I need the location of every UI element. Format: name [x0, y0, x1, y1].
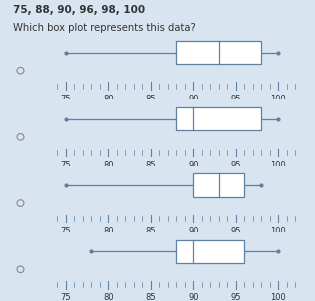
Text: 90: 90	[188, 95, 199, 104]
Text: 75: 75	[60, 95, 71, 104]
Bar	[176, 41, 261, 64]
Text: 100: 100	[271, 227, 286, 236]
Text: 85: 85	[146, 95, 156, 104]
Text: 95: 95	[231, 227, 241, 236]
Text: 100: 100	[271, 293, 286, 301]
Text: 80: 80	[103, 161, 114, 170]
Text: 90: 90	[188, 161, 199, 170]
Text: 90: 90	[188, 293, 199, 301]
Text: Which box plot represents this data?: Which box plot represents this data?	[13, 23, 195, 33]
Text: 80: 80	[103, 95, 114, 104]
Text: 85: 85	[146, 227, 156, 236]
Bar	[193, 173, 244, 197]
Text: 95: 95	[231, 293, 241, 301]
Text: 100: 100	[271, 95, 286, 104]
Text: 90: 90	[188, 227, 199, 236]
Text: 75: 75	[60, 227, 71, 236]
Text: 75: 75	[60, 161, 71, 170]
Text: 75: 75	[60, 293, 71, 301]
Text: 75, 88, 90, 96, 98, 100: 75, 88, 90, 96, 98, 100	[13, 5, 145, 14]
Text: 100: 100	[271, 161, 286, 170]
Text: 85: 85	[146, 293, 156, 301]
Text: 85: 85	[146, 161, 156, 170]
Text: 80: 80	[103, 227, 114, 236]
Text: 80: 80	[103, 293, 114, 301]
Text: 95: 95	[231, 95, 241, 104]
Bar	[176, 240, 244, 263]
Text: 95: 95	[231, 161, 241, 170]
Bar	[176, 107, 261, 130]
